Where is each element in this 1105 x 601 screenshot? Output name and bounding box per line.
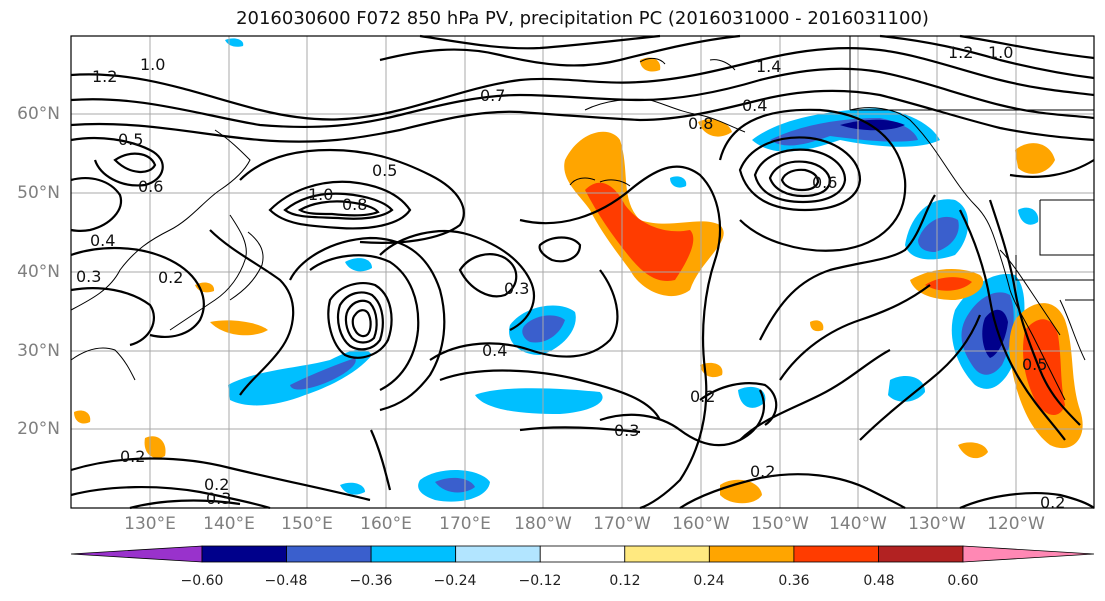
lon-label: 140°W <box>829 514 887 534</box>
colorbar <box>70 545 1095 563</box>
colorbar-segment <box>793 545 879 563</box>
contour-label: 0.3 <box>504 279 529 298</box>
lon-label: 120°W <box>987 514 1045 534</box>
contour-label: 0.2 <box>120 447 145 466</box>
colorbar-segment <box>370 545 457 563</box>
colorbar-tick-label: −0.60 <box>180 573 224 589</box>
contour-label: 0.2 <box>690 387 715 406</box>
colorbar-tick-label: 0.12 <box>609 573 641 589</box>
contour-label: 0.4 <box>742 96 767 115</box>
colorbar-segment <box>455 545 541 563</box>
colorbar-tick-label: −0.48 <box>264 573 308 589</box>
contour-label: 0.5 <box>372 161 397 180</box>
contour-labels: 1.0 1.2 0.5 0.6 0.4 0.3 0.2 0.7 0.8 1.0 … <box>76 43 1065 512</box>
contour-label: 0.5 <box>118 130 143 149</box>
coastlines <box>70 36 1094 401</box>
lon-label: 160°W <box>672 514 730 534</box>
contour-label: 0.3 <box>206 489 231 508</box>
colorbar-segment <box>539 545 626 563</box>
contour-label: 0.3 <box>76 267 101 286</box>
figure-title: 2016030600 F072 850 hPa PV, precipitatio… <box>236 8 929 29</box>
lon-label: 130°E <box>124 514 176 534</box>
contour-label: 0.2 <box>158 268 183 287</box>
map-frame <box>70 35 1095 509</box>
contour-label: 0.4 <box>482 341 507 360</box>
lon-label: 130°W <box>908 514 966 534</box>
contour-label: 0.8 <box>688 114 713 133</box>
contour-label: 1.2 <box>948 43 973 62</box>
contour-label: 0.2 <box>1040 493 1065 512</box>
contour-label: 0.3 <box>614 421 639 440</box>
colorbar-segment <box>286 545 372 563</box>
colorbar-tick-label: 0.48 <box>863 573 895 589</box>
contour-label: 0.7 <box>480 86 505 105</box>
colorbar-tick-label: −0.12 <box>518 573 562 589</box>
contour-label: 1.2 <box>92 67 117 86</box>
contour-label: 1.0 <box>140 55 165 74</box>
colorbar-tick-label: −0.36 <box>349 573 393 589</box>
contour-label: 0.5 <box>1022 355 1047 374</box>
colorbar-tick-label: 0.60 <box>947 573 979 589</box>
contour-label: 0.2 <box>750 462 775 481</box>
contour-label: 1.0 <box>988 43 1013 62</box>
contour-label: 0.6 <box>812 173 837 192</box>
colorbar-segment <box>624 545 710 563</box>
contour-label: 0.6 <box>138 177 163 196</box>
lat-label: 50°N <box>17 183 60 203</box>
colorbar-extend-max <box>962 545 1095 563</box>
colorbar-tick-label: −0.24 <box>433 573 477 589</box>
colorbar-tick-label: 0.24 <box>693 573 725 589</box>
contour-label: 1.0 <box>308 185 333 204</box>
lon-label: 150°E <box>281 514 333 534</box>
lon-label: 170°W <box>593 514 651 534</box>
contour-label: 1.4 <box>756 57 781 76</box>
contour-label: 0.8 <box>342 195 367 214</box>
lon-label: 150°W <box>751 514 809 534</box>
lat-label: 30°N <box>17 341 60 361</box>
lon-label: 160°E <box>360 514 412 534</box>
colorbar-tick-label: 0.36 <box>778 573 810 589</box>
contour-label: 0.2 <box>204 475 229 494</box>
lat-label: 60°N <box>17 104 60 124</box>
lat-label: 40°N <box>17 262 60 282</box>
lon-label: 170°E <box>439 514 491 534</box>
colorbar-segment <box>708 545 795 563</box>
colorbar-extend-min <box>70 545 203 563</box>
colorbar-segment <box>878 545 964 563</box>
lon-label: 180°W <box>514 514 572 534</box>
contour-label: 0.4 <box>90 231 115 250</box>
precipitation-shading <box>74 38 1083 504</box>
lat-label: 20°N <box>17 419 60 439</box>
pv-contours <box>70 34 1095 510</box>
lon-label: 140°E <box>203 514 255 534</box>
colorbar-segment <box>201 545 287 563</box>
